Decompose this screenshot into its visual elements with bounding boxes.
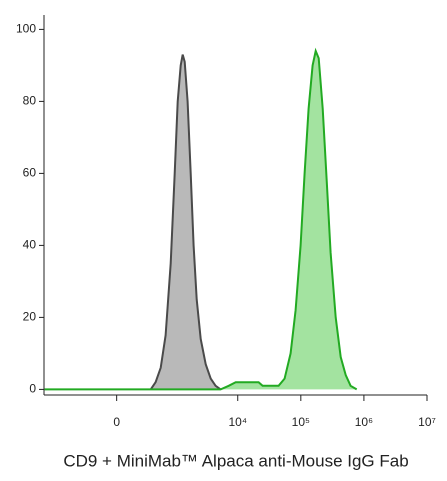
y-tick-label: 60 [23,166,37,180]
y-tick-label: 100 [16,22,36,36]
histogram-area [150,54,221,390]
y-tick-label: 40 [23,238,37,252]
x-tick-label: 10⁶ [355,415,373,429]
x-tick-label: 10⁵ [292,415,310,429]
histogram-line [149,54,222,391]
y-tick-label: 0 [29,382,36,396]
plot-area [44,47,358,391]
y-tick-label: 80 [23,94,37,108]
y-tick-label: 20 [23,310,37,324]
x-tick-label: 0 [113,415,120,429]
histogram-line [44,47,358,391]
x-axis-title: CD9 + MiniMab™ Alpaca anti-Mouse IgG Fab [63,451,408,470]
x-tick-label: 10⁷ [418,415,436,429]
x-tick-label: 10⁴ [228,415,247,429]
histogram-area [44,51,357,390]
